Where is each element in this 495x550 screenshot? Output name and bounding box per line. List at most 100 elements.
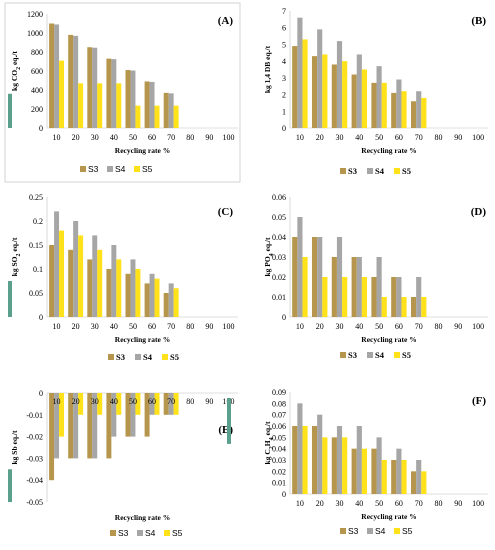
legend-label-s4: S4 [115, 164, 126, 174]
bar-s5-10 [59, 60, 64, 128]
x-tick-label: 50 [375, 133, 383, 142]
bar-s4-20 [73, 221, 79, 317]
x-tick-label: 50 [375, 499, 383, 508]
bar-s4-60 [396, 448, 402, 494]
legend-swatch-s4 [137, 530, 143, 536]
bar-s3-60 [391, 460, 397, 494]
bar-s3-40 [351, 448, 357, 494]
bar-s4-20 [317, 29, 323, 128]
bar-s4-40 [356, 54, 362, 128]
bar-s5-60 [401, 460, 407, 494]
legend-swatch-s3 [80, 166, 86, 172]
x-tick-label: 50 [129, 322, 137, 331]
y-tick-label: 0.03 [272, 253, 286, 262]
bar-s4-20 [317, 414, 323, 494]
bar-s4-20 [73, 35, 79, 128]
bar-s3-40 [351, 74, 357, 128]
y-tick-label: 0.06 [272, 422, 286, 431]
bar-s4-40 [356, 426, 362, 494]
bar-s5-40 [361, 448, 368, 494]
legend-swatch-s4 [367, 168, 373, 174]
x-tick-label: 20 [72, 322, 80, 331]
bar-s5-10 [59, 230, 64, 317]
panel-label: (B) [471, 15, 486, 27]
legend-label-s3: S3 [348, 350, 357, 360]
legend-swatch-s3 [340, 528, 346, 534]
legend-label-s5: S5 [170, 352, 179, 362]
y-tick-label: 0.02 [272, 467, 286, 476]
bar-s3-70 [410, 471, 417, 494]
x-tick-label: 80 [186, 397, 194, 406]
bar-s3-10 [49, 23, 55, 128]
bar-s4-40 [111, 59, 117, 129]
x-tick-label: 70 [167, 322, 175, 331]
bar-s3-10 [292, 46, 298, 128]
legend-swatch-s3 [110, 530, 116, 536]
legend-swatch-s5 [134, 166, 140, 172]
bar-s5-10 [302, 426, 308, 494]
y-tick-label: 0.05 [272, 213, 286, 222]
y-tick-label: 200 [31, 105, 43, 114]
bar-s3-40 [106, 393, 112, 459]
y-axis-title: kg C2H4 eq./t [263, 421, 275, 464]
bar-s5-30 [342, 277, 348, 317]
x-tick-label: 40 [110, 322, 118, 331]
legend-label-s4: S4 [375, 166, 385, 176]
bar-s3-20 [68, 249, 74, 317]
x-axis-title: Recycling rate % [361, 512, 416, 521]
legend-label-s4: S4 [375, 350, 385, 360]
bar-s5-20 [322, 437, 328, 494]
x-tick-label: 100 [472, 133, 484, 142]
bar-s4-10 [54, 393, 60, 459]
bar-s4-30 [336, 41, 343, 129]
bar-s4-50 [130, 393, 136, 437]
bar-s4-10 [297, 403, 303, 494]
y-tick-label: 0 [39, 389, 43, 398]
legend-label-s3: S3 [116, 352, 125, 362]
x-tick-label: 70 [415, 322, 423, 331]
x-tick-label: 60 [395, 133, 403, 142]
bar-s5-50 [381, 297, 387, 317]
y-tick-label: 0.01 [272, 479, 286, 488]
legend-label-s4: S4 [145, 528, 156, 538]
bar-s3-60 [144, 283, 150, 317]
y-tick-label: 1200 [27, 10, 43, 19]
bar-s3-70 [163, 293, 169, 317]
x-tick-label: 90 [205, 322, 213, 331]
x-tick-label: 100 [222, 322, 234, 331]
y-tick-label: 0 [39, 313, 43, 322]
bar-s5-40 [361, 277, 368, 317]
bar-s5-40 [116, 259, 122, 317]
panel-label: (C) [218, 206, 234, 218]
x-tick-label: 100 [472, 499, 484, 508]
x-tick-label: 30 [91, 397, 99, 406]
y-tick-label: 0.05 [29, 289, 43, 298]
legend-label-s5: S5 [172, 528, 183, 538]
legend-swatch-s5 [394, 168, 400, 174]
x-tick-label: 50 [375, 322, 383, 331]
bar-s4-60 [396, 277, 402, 317]
legend-label-s5: S5 [142, 164, 153, 174]
bar-s4-20 [73, 393, 79, 459]
bar-s4-30 [92, 393, 98, 459]
bar-s4-60 [396, 79, 402, 128]
bar-s3-10 [292, 237, 298, 317]
y-axis-title: kg Sb eq./t [10, 430, 19, 464]
x-tick-label: 50 [129, 133, 137, 142]
bar-s4-40 [111, 393, 117, 437]
x-tick-label: 90 [454, 322, 462, 331]
bar-s3-50 [371, 277, 377, 317]
bar-s4-60 [149, 393, 155, 415]
bar-s5-60 [154, 105, 160, 128]
bar-s4-70 [416, 460, 422, 494]
x-tick-label: 90 [454, 133, 462, 142]
chart-panel-e: 0 -0.01 -0.02 -0.03 -0.04 -0.05 10 20 30 40 50 60 70… [8, 389, 238, 538]
x-tick-label: 30 [336, 499, 344, 508]
bar-s4-60 [149, 81, 155, 128]
bar-s5-70 [421, 297, 427, 317]
y-tick-label: 0.2 [33, 217, 43, 226]
x-tick-label: 60 [148, 322, 156, 331]
bar-s3-40 [351, 257, 357, 317]
y-tick-label: 2 [282, 91, 286, 100]
legend-label-s4: S4 [375, 526, 386, 536]
